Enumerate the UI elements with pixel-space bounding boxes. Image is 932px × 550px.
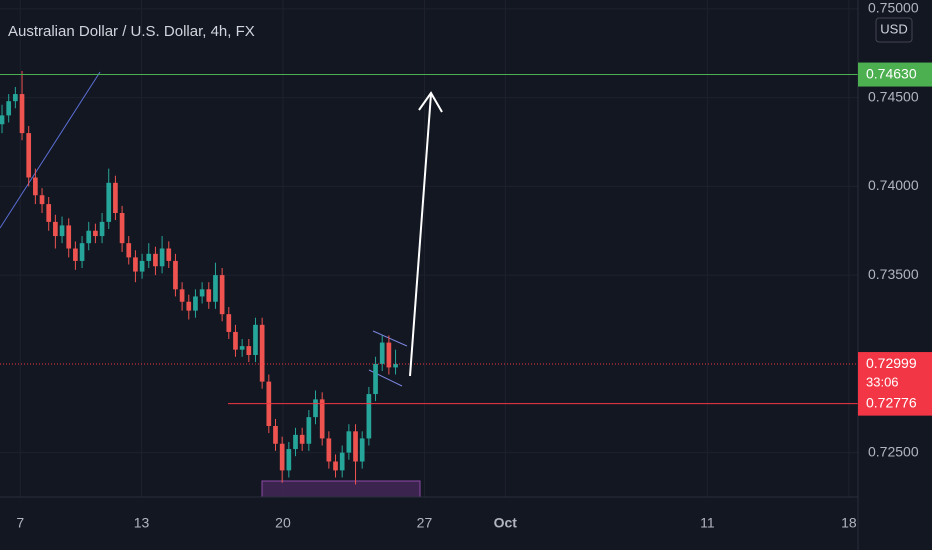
candle-body bbox=[293, 434, 298, 450]
price-label: 0.74630 bbox=[866, 65, 917, 81]
flag-line-top bbox=[372, 330, 408, 347]
candle-body bbox=[179, 289, 185, 302]
candle-body bbox=[33, 177, 38, 196]
candle-body bbox=[153, 253, 158, 267]
candle-body bbox=[206, 289, 212, 302]
x-tick-label: 27 bbox=[417, 515, 433, 531]
candle-body bbox=[19, 94, 25, 134]
price-label-box bbox=[858, 62, 932, 87]
candle-body bbox=[46, 204, 52, 222]
candle-body bbox=[0, 115, 5, 125]
candle-body bbox=[213, 275, 218, 302]
candle-body bbox=[99, 221, 105, 237]
candle-body bbox=[73, 248, 78, 261]
last-price-box bbox=[858, 352, 932, 395]
candle-body bbox=[66, 225, 72, 249]
candle-body bbox=[193, 296, 198, 311]
candle-body bbox=[333, 461, 338, 471]
candle-body bbox=[346, 431, 352, 453]
candle-body bbox=[393, 364, 398, 368]
candle-body bbox=[353, 431, 358, 462]
candle-body bbox=[359, 438, 365, 462]
candle-body bbox=[53, 221, 58, 237]
candle-body bbox=[246, 346, 252, 355]
candle-body bbox=[379, 342, 385, 364]
candle-body bbox=[259, 324, 265, 382]
price-axis: 0.72500 0.73500 0.74000 0.74500 0.75000 0.746… bbox=[858, 0, 932, 459]
candle-body bbox=[199, 289, 205, 297]
x-tick-label: 20 bbox=[275, 515, 291, 531]
currency-box[interactable] bbox=[875, 17, 913, 43]
candle-body bbox=[59, 225, 65, 237]
grid bbox=[0, 0, 858, 497]
y-tick-label: 0.75000 bbox=[868, 0, 919, 16]
candle-body bbox=[219, 275, 225, 315]
candle-body bbox=[186, 301, 192, 311]
candle-body bbox=[13, 94, 18, 102]
candle-body bbox=[26, 133, 32, 178]
candle-body bbox=[93, 230, 98, 237]
y-tick-label: 0.74500 bbox=[868, 88, 919, 104]
candle-body bbox=[239, 346, 245, 350]
candle-body bbox=[373, 363, 378, 395]
candle-body bbox=[286, 449, 292, 471]
price-label: 0.72776 bbox=[866, 394, 917, 410]
candle-body bbox=[106, 182, 112, 222]
candle-body bbox=[146, 253, 152, 261]
x-tick-label: Oct bbox=[494, 515, 518, 531]
target-arrow bbox=[409, 93, 432, 377]
candle-body bbox=[133, 257, 138, 272]
candle-body bbox=[233, 331, 238, 350]
x-tick-label: 11 bbox=[700, 515, 715, 531]
candle-body bbox=[119, 213, 125, 244]
candle-body bbox=[226, 314, 232, 332]
candle-body bbox=[39, 195, 45, 205]
candle-body bbox=[279, 443, 285, 471]
candle-body bbox=[166, 248, 172, 261]
countdown: 33:06 bbox=[866, 374, 899, 389]
candle-body bbox=[273, 426, 278, 444]
candle-body bbox=[159, 248, 165, 267]
x-tick-label: 18 bbox=[841, 515, 857, 531]
y-tick-label: 0.73500 bbox=[868, 266, 919, 282]
candle-body bbox=[86, 230, 92, 244]
candle-body bbox=[306, 417, 312, 444]
y-tick-label: 0.72500 bbox=[868, 443, 919, 459]
target-arrowhead bbox=[418, 91, 443, 113]
candle-body bbox=[79, 243, 85, 261]
currency[interactable]: USD bbox=[880, 21, 907, 36]
demand-zone bbox=[261, 480, 421, 498]
y-tick-label: 0.74000 bbox=[868, 177, 919, 193]
candle-body bbox=[113, 182, 118, 213]
candle-body bbox=[326, 438, 332, 462]
trend-line bbox=[0, 71, 101, 229]
plot bbox=[0, 71, 858, 485]
candle-body bbox=[126, 243, 132, 258]
candle-body bbox=[6, 101, 12, 116]
x-tick-label: 7 bbox=[16, 515, 24, 531]
candle-body bbox=[139, 260, 145, 272]
candle-body bbox=[173, 260, 178, 290]
last-price-label: 0.72999 bbox=[866, 355, 917, 371]
candle-body bbox=[386, 342, 392, 368]
price-label-box bbox=[858, 391, 932, 416]
candle-body bbox=[253, 324, 258, 355]
candle-body bbox=[313, 399, 318, 418]
candle-body bbox=[299, 434, 305, 444]
candle-body bbox=[319, 399, 325, 439]
candle-body bbox=[339, 452, 345, 471]
x-tick-label: 13 bbox=[134, 515, 150, 531]
chart-title: Australian Dollar / U.S. Dollar, 4h, FX bbox=[8, 23, 255, 40]
candle-body bbox=[366, 394, 372, 439]
